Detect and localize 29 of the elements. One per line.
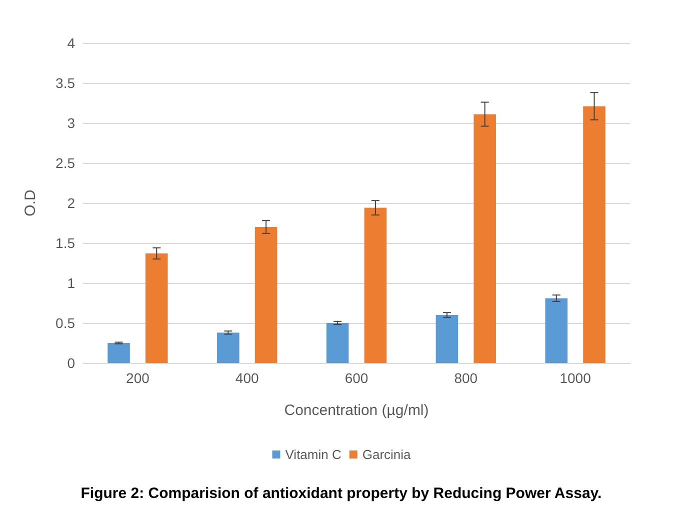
- y-tick-label: 1: [67, 275, 76, 291]
- y-tick-label: 3.5: [56, 75, 76, 91]
- y-tick-label: 2: [67, 195, 76, 211]
- bar: [364, 208, 387, 363]
- y-tick-label: 0: [67, 355, 76, 371]
- x-tick-label: 400: [235, 370, 259, 386]
- bar: [436, 315, 458, 363]
- x-tick-label: 800: [454, 370, 478, 386]
- legend-label: Vitamin C: [285, 447, 342, 462]
- bar: [326, 323, 349, 363]
- x-axis-title: Concentration (µg/ml): [284, 402, 429, 419]
- y-tick-label: 0.5: [56, 315, 76, 331]
- bar: [474, 114, 496, 363]
- y-tick-label: 2.5: [56, 155, 76, 171]
- bar: [254, 227, 278, 363]
- bar: [146, 253, 168, 363]
- x-tick-label: 200: [126, 370, 150, 386]
- x-tick-label: 1000: [560, 370, 592, 386]
- legend-label: Garcinia: [362, 447, 412, 462]
- x-tick-label: 600: [344, 370, 368, 386]
- bar: [583, 106, 606, 363]
- caption: Figure 2: Comparision of antioxidant property by Reducing Power Assay.: [80, 485, 602, 502]
- y-tick-label: 3: [67, 115, 76, 131]
- bar: [545, 298, 568, 363]
- y-tick-label: 1.5: [56, 235, 76, 251]
- y-axis-title: O.D: [22, 190, 39, 216]
- y-tick-label: 4: [67, 35, 76, 51]
- bar: [108, 343, 130, 363]
- bar: [217, 332, 240, 363]
